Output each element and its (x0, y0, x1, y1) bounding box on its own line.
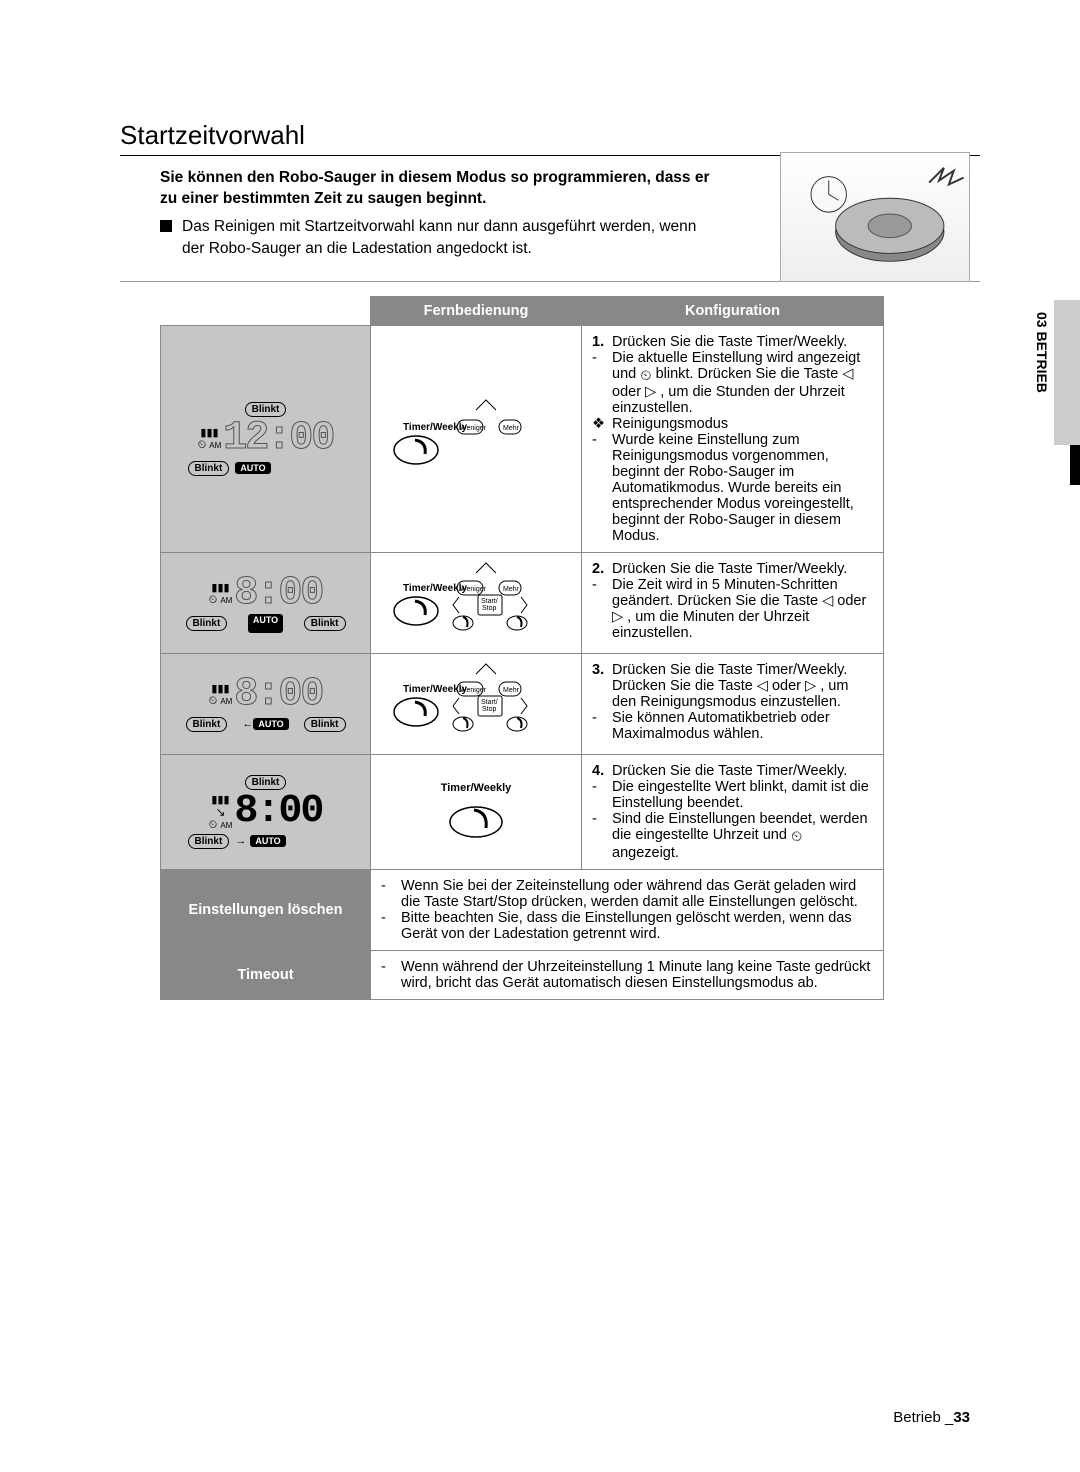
remote-cell-3: Timer/Weekly Weniger Mehr Start/Stop (371, 654, 582, 755)
intro-bullet: Das Reinigen mit Startzeitvorwahl kann n… (160, 216, 710, 259)
svg-text:Stop: Stop (482, 706, 497, 713)
remote-dpad-icon: Timer/Weekly Weniger Mehr Start/Stop (381, 561, 571, 641)
side-chapter-label: 03 BETRIEB (1034, 312, 1050, 393)
timeout-cell: -Wenn während der Uhrzeiteinstellung 1 M… (371, 951, 884, 1000)
blinkt-label: Blinkt (245, 402, 287, 417)
battery-icon: ▮▮▮ (209, 582, 233, 594)
remote-dpad-icon: Timer/Weekly Weniger Mehr Start/Stop (381, 662, 571, 742)
blinkt-label: Blinkt (304, 717, 346, 732)
table-row: Einstellungen löschen -Wenn Sie bei der … (161, 870, 884, 951)
clock-icon: ⏲ (791, 829, 802, 845)
table-row: Blinkt ▮▮▮ ⏲ AM 12:00 Blinkt AUTO (161, 326, 884, 553)
blinkt-label: Blinkt (188, 461, 230, 476)
square-bullet-icon (160, 220, 172, 232)
side-tab (1054, 300, 1080, 445)
lcd-time: 12:00 (223, 419, 333, 459)
clock-icon: ⏲ AM (209, 695, 233, 707)
blinkt-label: Blinkt (186, 717, 228, 732)
blinkt-label: Blinkt (188, 834, 230, 849)
remote-dpad-icon: Timer/Weekly Weniger Mehr Start/Stop (381, 392, 571, 482)
blinkt-label: Blinkt (245, 775, 287, 790)
intro-bullet-text: Das Reinigen mit Startzeitvorwahl kann n… (182, 216, 710, 259)
page-title: Startzeitvorwahl (120, 120, 980, 156)
lcd-time: 8:00 (234, 792, 322, 832)
lcd-cell-4: Blinkt ▮▮▮ ↘ ⏲ AM 8:00 Blinkt → AUTO (161, 755, 371, 870)
intro-bold-text: Sie können den Robo-Sauger in diesem Mod… (160, 168, 710, 210)
svg-text:Weniger: Weniger (460, 586, 487, 593)
battery-icon: ▮▮▮ (209, 683, 233, 695)
blinkt-label: Blinkt (186, 616, 228, 631)
table-row: ▮▮▮ ⏲ AM 8:00 Blinkt AUTO Blinkt Timer/W… (161, 553, 884, 654)
svg-text:Weniger: Weniger (460, 687, 487, 694)
table-header-row: Fernbedienung Konfiguration (161, 297, 884, 326)
svg-text:Weniger: Weniger (460, 425, 487, 432)
side-tab-marker (1070, 445, 1080, 485)
clock-icon: ⏲ AM (198, 439, 222, 451)
config-cell-3: 3.Drücken Sie die Taste Timer/Weekly. Dr… (582, 654, 884, 755)
svg-text:Mehr: Mehr (503, 687, 520, 694)
header-config: Konfiguration (582, 297, 884, 326)
config-cell-1: 1.Drücken Sie die Taste Timer/Weekly. -D… (582, 326, 884, 553)
svg-text:Mehr: Mehr (503, 586, 520, 593)
press-finger-icon (446, 798, 506, 838)
remote-cell-2: Timer/Weekly Weniger Mehr Start/Stop (371, 553, 582, 654)
table-row: Timeout -Wenn während der Uhrzeiteinstel… (161, 951, 884, 1000)
lcd-cell-3: ▮▮▮ ⏲ AM 8:00 Blinkt ←AUTO Blinkt (161, 654, 371, 755)
lcd-cell-1: Blinkt ▮▮▮ ⏲ AM 12:00 Blinkt AUTO (161, 326, 371, 553)
auto-pill: AUTO (235, 462, 270, 474)
remote-cell-1: Timer/Weekly Weniger Mehr Start/Stop (371, 326, 582, 553)
lcd-time: 8:00 (234, 574, 322, 614)
svg-text:Stop: Stop (482, 605, 497, 612)
remote-cell-4: Timer/Weekly (371, 755, 582, 870)
table-row: ▮▮▮ ⏲ AM 8:00 Blinkt ←AUTO Blinkt Timer/… (161, 654, 884, 755)
auto-pill: AUTO (250, 835, 285, 847)
clock-icon: ⏲ AM (209, 594, 233, 606)
delete-cell: -Wenn Sie bei der Zeiteinstellung oder w… (371, 870, 884, 951)
battery-icon: ▮▮▮ (198, 427, 222, 439)
row-label-delete: Einstellungen löschen (161, 870, 371, 951)
auto-pill: AUTO (248, 614, 283, 633)
row-label-timeout: Timeout (161, 951, 371, 1000)
page-footer: Betrieb _33 (893, 1409, 970, 1426)
svg-text:Start/: Start/ (481, 598, 498, 605)
svg-text:Start/: Start/ (481, 699, 498, 706)
lcd-cell-2: ▮▮▮ ⏲ AM 8:00 Blinkt AUTO Blinkt (161, 553, 371, 654)
clock-icon: ⏲ (640, 368, 651, 384)
instruction-table: Fernbedienung Konfiguration Blinkt ▮▮▮ ⏲… (160, 296, 884, 1000)
intro-block: Sie können den Robo-Sauger in diesem Mod… (160, 168, 710, 259)
blinkt-label: Blinkt (304, 616, 346, 631)
clock-icon: ⏲ AM (209, 819, 233, 831)
battery-icon: ▮▮▮ (209, 794, 233, 806)
page-content: Startzeitvorwahl Sie können den Robo-Sau… (0, 0, 1080, 1000)
robot-illustration (780, 152, 970, 282)
auto-pill: AUTO (253, 718, 288, 730)
timer-weekly-label: Timer/Weekly (381, 782, 571, 794)
lcd-time: 8:00 (234, 675, 322, 715)
config-cell-2: 2.Drücken Sie die Taste Timer/Weekly. -D… (582, 553, 884, 654)
svg-text:Mehr Start/Stop: Mehr Start/Stop (503, 425, 520, 432)
table-row: Blinkt ▮▮▮ ↘ ⏲ AM 8:00 Blinkt → AUTO (161, 755, 884, 870)
config-cell-4: 4.Drücken Sie die Taste Timer/Weekly. -D… (582, 755, 884, 870)
header-remote: Fernbedienung (371, 297, 582, 326)
